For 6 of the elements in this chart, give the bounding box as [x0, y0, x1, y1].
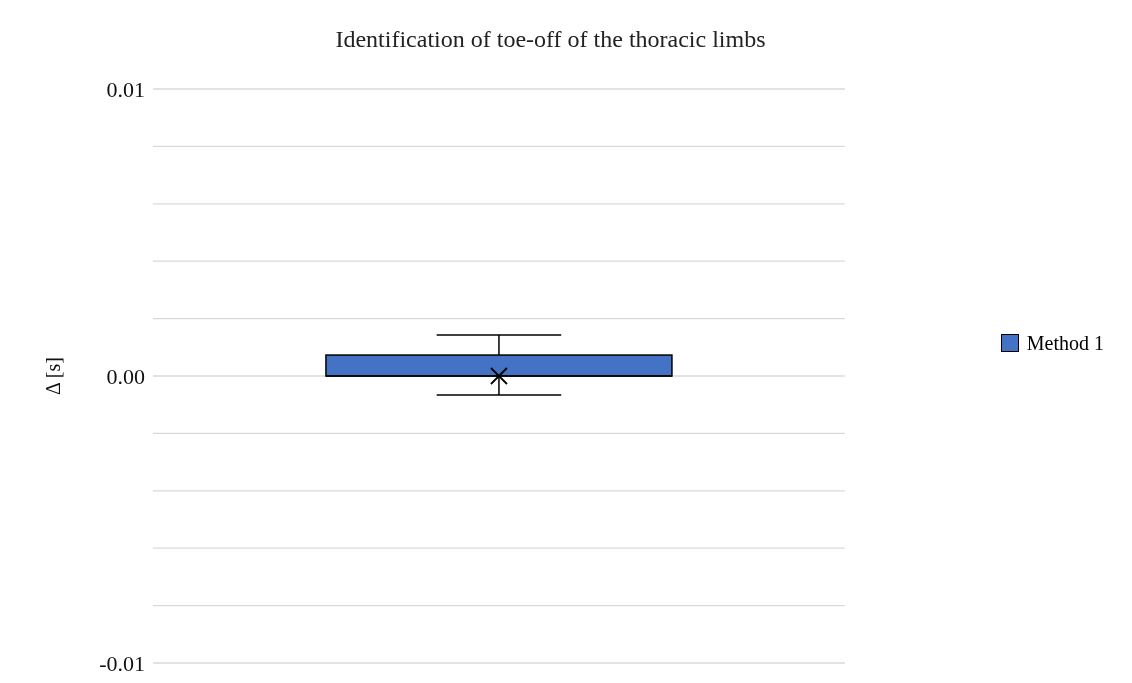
y-axis-title: Δ [s] [42, 357, 65, 395]
y-tick-label: 0.01 [106, 76, 145, 102]
y-tick-label: -0.01 [99, 650, 145, 676]
y-tick-label: 0.00 [106, 363, 145, 389]
legend-label: Method 1 [1025, 331, 1104, 355]
chart-title: Identification of toe-off of the thoracic limbs [334, 26, 767, 53]
